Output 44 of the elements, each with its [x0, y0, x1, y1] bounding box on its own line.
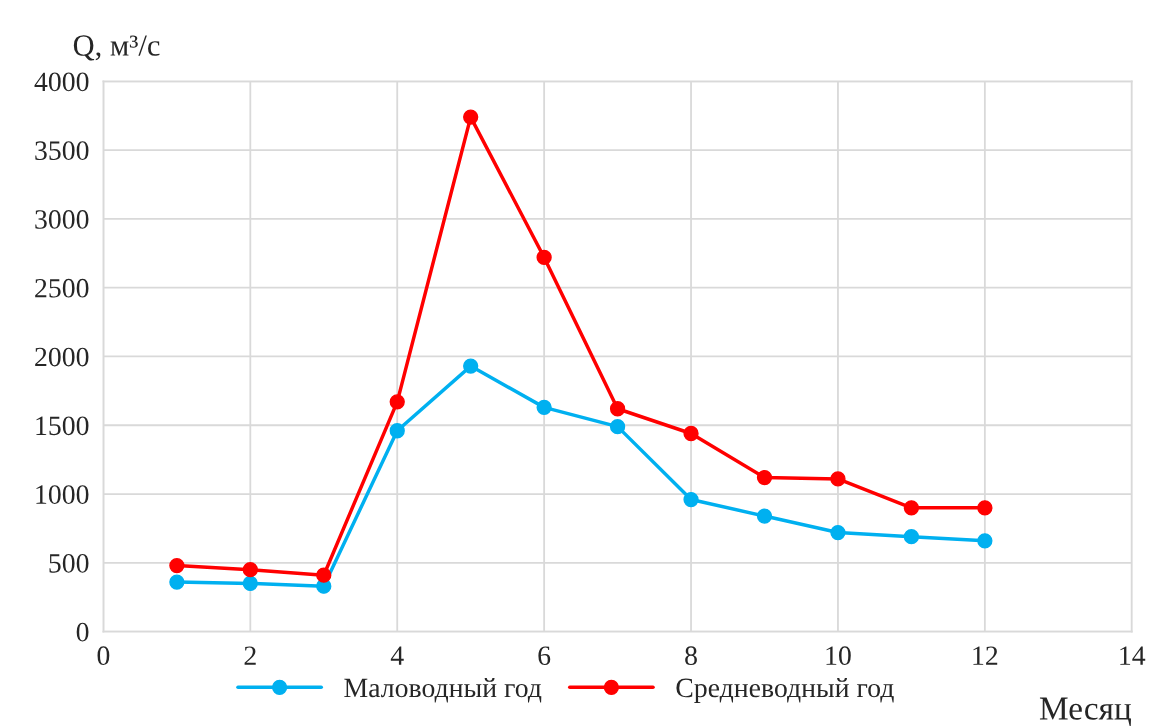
point — [169, 574, 185, 590]
point — [609, 418, 626, 435]
x-tick-label: 8 — [685, 646, 697, 666]
y-tick-label: 2000 — [35, 347, 89, 367]
point — [463, 109, 479, 125]
x-tick-label: 10 — [826, 646, 851, 666]
point — [242, 562, 258, 578]
x-tick-label: 12 — [973, 646, 998, 665]
x-tick-label: 4 — [390, 646, 404, 665]
y-tick-label: 1000 — [36, 485, 89, 504]
point — [830, 524, 846, 541]
y-tick-label: 500 — [49, 554, 89, 573]
point — [536, 249, 552, 266]
y-tick-label: 3500 — [35, 141, 89, 161]
point — [536, 399, 552, 416]
y-tick-label: 2500 — [35, 278, 89, 298]
point — [316, 567, 332, 583]
x-tick-label: 2 — [244, 646, 256, 665]
y-tick-label: 1500 — [36, 416, 89, 436]
point — [903, 500, 920, 516]
point — [830, 471, 846, 487]
x-tick-label: 0 — [97, 646, 110, 666]
x-tick-label: 14 — [1120, 646, 1146, 665]
point — [389, 394, 405, 410]
point — [683, 425, 699, 442]
point — [903, 529, 920, 545]
point — [169, 557, 185, 574]
point — [463, 358, 479, 374]
point — [977, 533, 993, 549]
point — [242, 575, 258, 592]
point — [609, 401, 626, 417]
point — [756, 508, 773, 524]
point — [683, 491, 699, 508]
point — [756, 469, 773, 486]
legend-label: Маловодный год — [344, 677, 542, 703]
point — [389, 423, 405, 439]
point — [977, 500, 993, 516]
y-tick-label: 4000 — [34, 72, 89, 92]
y-tick-label: 3000 — [35, 210, 89, 229]
x-axis-title: Месяц — [1039, 697, 1132, 726]
y-tick-label: 0 — [76, 622, 89, 642]
x-tick-label: 6 — [538, 646, 551, 666]
legend-label: Средневодный год — [676, 677, 894, 703]
y-axis-title: Q, м³/с — [73, 35, 160, 61]
